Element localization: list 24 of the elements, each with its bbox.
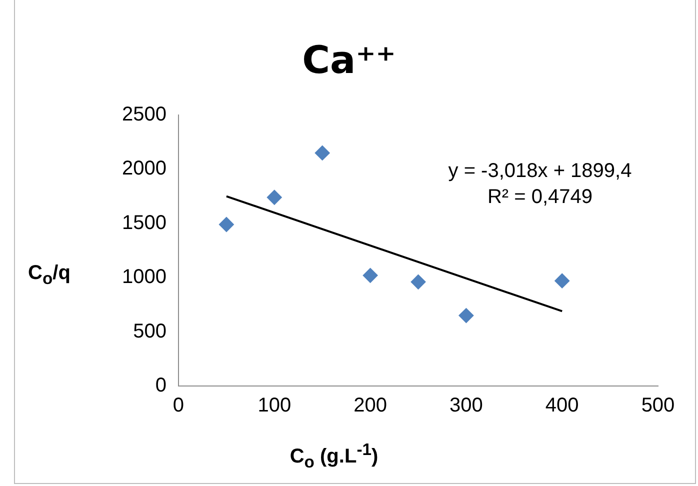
x-tick-label: 400	[545, 394, 579, 417]
x-axis-title: C$_{o}$ (g.L$^{-1}$)	[288, 440, 380, 473]
y-tick-label: 1500	[122, 212, 166, 234]
y-tick-label: 2500	[122, 104, 166, 126]
annotation: y = -3,018x + 1899,4	[448, 160, 632, 182]
y-tick-label: 0	[155, 374, 166, 397]
chart-title: Ca⁺⁺	[301, 38, 397, 82]
point	[458, 308, 474, 324]
x-tick-label: 500	[641, 394, 675, 417]
y-tick-label: 2000	[122, 158, 166, 180]
y-tick-label: 500	[133, 320, 166, 342]
point	[218, 216, 234, 232]
point	[266, 190, 282, 205]
x-tick-label: 100	[258, 394, 292, 417]
y-axis-title: C$_{o}$/q	[28, 262, 70, 289]
x-tick-label: 200	[354, 394, 387, 417]
x-tick-label: 300	[450, 394, 483, 417]
point	[362, 268, 378, 283]
point	[314, 145, 330, 160]
point	[554, 273, 570, 288]
annotation: R² = 0,4749	[487, 186, 593, 208]
x-tick-label: 0	[172, 394, 184, 417]
y-tick-label: 1000	[122, 266, 166, 288]
point	[410, 274, 426, 290]
